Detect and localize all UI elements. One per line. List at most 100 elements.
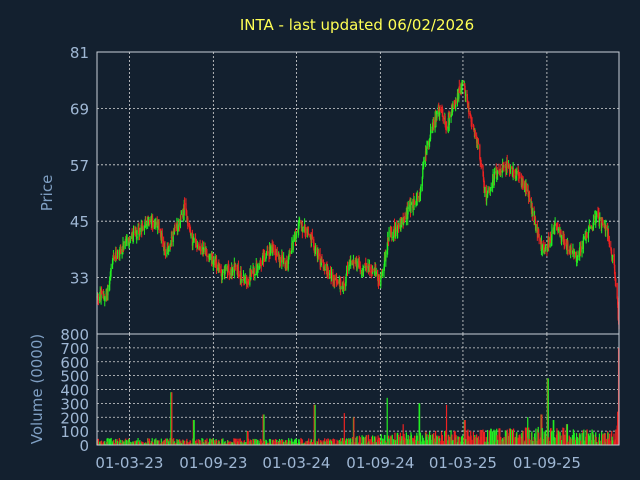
candle-body xyxy=(541,245,543,250)
price-candles xyxy=(96,79,620,330)
volume-bar xyxy=(302,443,304,445)
volume-bar xyxy=(434,430,437,445)
volume-bar xyxy=(334,439,336,445)
candle-body xyxy=(436,112,438,119)
candle-body xyxy=(385,254,387,262)
volume-bar xyxy=(564,434,566,445)
candle-body xyxy=(548,237,550,247)
volume-bar xyxy=(116,441,119,445)
volume-bar xyxy=(250,440,252,445)
volume-bar xyxy=(324,441,326,445)
candle-body xyxy=(485,185,487,202)
candle-body xyxy=(463,82,465,84)
candle-body xyxy=(602,223,604,224)
volume-bar xyxy=(483,431,485,445)
candle-body xyxy=(551,230,553,241)
candle-body xyxy=(601,227,603,228)
volume-bar xyxy=(599,440,601,445)
candle-body xyxy=(196,245,198,248)
volume-bar xyxy=(145,443,147,445)
volume-bar xyxy=(203,442,205,445)
candle-body xyxy=(265,253,267,259)
volume-bar xyxy=(544,430,547,445)
candle-body xyxy=(484,186,486,193)
candle-body xyxy=(129,239,131,243)
candle-body xyxy=(111,260,114,269)
volume-bar xyxy=(230,441,232,445)
volume-bar xyxy=(137,438,139,445)
volume-bar xyxy=(426,434,428,445)
volume-bar xyxy=(136,440,138,445)
volume-bar xyxy=(180,443,183,445)
x-tick: 01-09-24 xyxy=(346,454,414,472)
volume-bar xyxy=(308,441,310,445)
volume-bar xyxy=(535,428,537,445)
volume-bar xyxy=(525,427,527,445)
candle-body xyxy=(340,279,342,289)
volume-bar xyxy=(244,442,246,445)
volume-bar xyxy=(137,441,140,445)
candle-body xyxy=(432,124,434,130)
candle-body xyxy=(481,163,483,168)
volume-y-tick: 400 xyxy=(60,382,89,400)
candle-body xyxy=(413,200,416,205)
candle-body xyxy=(327,271,329,275)
volume-bar xyxy=(509,428,512,445)
candle-body xyxy=(396,226,398,232)
volume-bar xyxy=(538,432,540,445)
candle-body xyxy=(262,255,264,265)
candle-body xyxy=(598,220,600,223)
volume-bar xyxy=(405,432,407,445)
volume-bar xyxy=(224,441,226,445)
candle-body xyxy=(231,267,234,273)
volume-bar xyxy=(129,441,131,445)
candle-body xyxy=(350,260,352,267)
volume-bar xyxy=(556,428,558,445)
volume-y-tick: 100 xyxy=(60,423,89,441)
volume-bar xyxy=(375,436,377,445)
price-axis-label: Price xyxy=(38,175,56,212)
candle-body xyxy=(617,297,619,305)
candle-body xyxy=(145,223,147,227)
volume-bar xyxy=(583,429,585,445)
candle-body xyxy=(116,251,119,258)
volume-bar xyxy=(139,440,141,445)
volume-bar xyxy=(189,440,192,445)
volume-bar xyxy=(497,439,499,445)
candle-body xyxy=(225,267,227,270)
volume-bar xyxy=(413,435,416,445)
candle-body xyxy=(302,229,304,231)
volume-bar xyxy=(359,437,361,445)
volume-bar xyxy=(148,438,151,445)
price-y-tick: 45 xyxy=(70,213,89,231)
candle-body xyxy=(148,219,151,222)
volume-bar xyxy=(215,440,218,445)
candle-body xyxy=(383,257,386,266)
volume-bar xyxy=(382,438,384,445)
volume-bar xyxy=(206,438,208,445)
volume-bar xyxy=(164,438,167,445)
volume-bar xyxy=(573,432,575,445)
volume-bar xyxy=(199,440,201,445)
volume-bar xyxy=(442,440,444,445)
candle-body xyxy=(608,240,611,247)
candle-body xyxy=(116,255,118,257)
candle-body xyxy=(172,231,174,243)
candle-body xyxy=(273,248,275,251)
candle-body xyxy=(291,242,293,252)
candle-body xyxy=(455,101,457,104)
volume-bar xyxy=(566,424,569,445)
volume-bar xyxy=(571,434,574,445)
volume-bar xyxy=(404,438,406,445)
candle-body xyxy=(298,221,301,223)
candle-body xyxy=(321,257,323,260)
candle-body xyxy=(222,272,224,273)
volume-bar xyxy=(348,438,350,445)
volume-bar xyxy=(420,441,422,445)
volume-bar xyxy=(477,436,480,445)
volume-bar xyxy=(289,441,291,445)
volume-bar xyxy=(452,439,454,445)
volume-bar xyxy=(586,429,588,445)
volume-bar xyxy=(107,437,109,445)
volume-bar xyxy=(300,438,303,445)
